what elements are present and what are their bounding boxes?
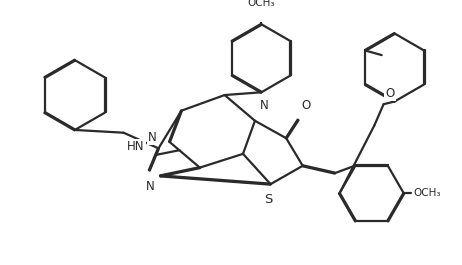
Text: O: O bbox=[385, 87, 395, 100]
Text: S: S bbox=[265, 193, 273, 206]
Text: O: O bbox=[145, 178, 154, 191]
Text: OCH₃: OCH₃ bbox=[248, 0, 275, 8]
Text: HN: HN bbox=[127, 140, 145, 153]
Text: O: O bbox=[302, 99, 311, 113]
Text: N: N bbox=[260, 99, 268, 112]
Text: N: N bbox=[146, 180, 155, 193]
Text: OCH₃: OCH₃ bbox=[413, 188, 440, 198]
Text: N: N bbox=[148, 131, 157, 144]
